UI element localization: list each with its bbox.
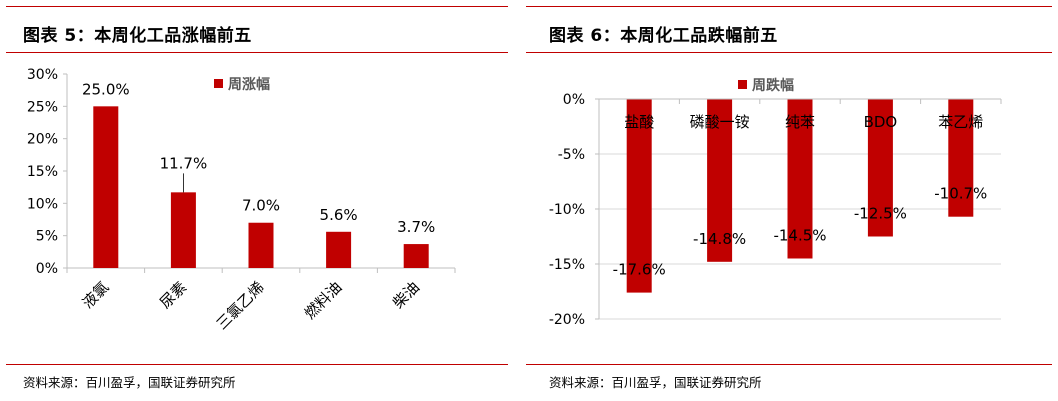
bar bbox=[248, 222, 274, 268]
y-tick-label: 0% bbox=[36, 261, 58, 277]
data-label: -17.6% bbox=[613, 261, 666, 279]
bar bbox=[403, 244, 429, 268]
x-category-label: 三氯乙烯 bbox=[213, 278, 268, 333]
bar bbox=[326, 231, 352, 268]
data-label: -12.5% bbox=[854, 205, 907, 223]
y-tick-label: -15% bbox=[549, 257, 585, 273]
chart-panel-rise: 图表 5：本周化工品涨幅前五 30% 25% 20% 15% 10% 5% 0% 25.0% 液… bbox=[0, 0, 508, 401]
bar bbox=[867, 99, 893, 237]
x-category-label: 纯苯 bbox=[785, 113, 815, 131]
rise-chart-svg: 30% 25% 20% 15% 10% 5% 0% 25.0% 液氯 11.7% 尿素 7.0% 三氯乙… bbox=[27, 67, 456, 333]
legend-swatch bbox=[214, 79, 223, 88]
legend-label: 周涨幅 bbox=[228, 76, 270, 93]
fall-chart-svg: 0% -5% -10% -15% -20% -17.6% 盐酸 -14.8% 磷酸一铵 -14.5… bbox=[549, 77, 1002, 328]
title-rule bbox=[526, 52, 1052, 53]
y-tick-label: -5% bbox=[558, 147, 585, 163]
bar bbox=[626, 99, 652, 293]
data-label: -14.5% bbox=[773, 227, 826, 245]
bar bbox=[93, 106, 119, 268]
data-label: 25.0% bbox=[82, 80, 130, 98]
y-tick-label: 20% bbox=[27, 132, 58, 148]
y-tick-label: 10% bbox=[27, 196, 58, 212]
source-note: 资料来源：百川盈孚，国联证券研究所 bbox=[549, 375, 762, 390]
legend-swatch bbox=[738, 80, 747, 89]
y-tick-label: 30% bbox=[27, 67, 58, 83]
chart-title: 图表 6：本周化工品跌幅前五 bbox=[549, 26, 778, 46]
source-note: 资料来源：百川盈孚，国联证券研究所 bbox=[23, 375, 236, 390]
y-tick-label: -20% bbox=[549, 312, 585, 328]
data-label: -14.8% bbox=[693, 230, 746, 248]
x-category-label: 液氯 bbox=[79, 278, 113, 312]
data-label: 11.7% bbox=[160, 154, 208, 172]
x-category-label: 柴油 bbox=[389, 278, 423, 312]
chart-title: 图表 5：本周化工品涨幅前五 bbox=[23, 26, 252, 46]
y-tick-label: 25% bbox=[27, 99, 58, 115]
bar bbox=[707, 99, 733, 262]
x-category-label: 燃料油 bbox=[301, 278, 346, 323]
title-rule bbox=[6, 52, 508, 53]
bottom-rule bbox=[6, 364, 508, 365]
x-category-label: 苯乙烯 bbox=[938, 113, 983, 131]
x-category-label: 盐酸 bbox=[624, 113, 654, 131]
y-tick-label: 0% bbox=[563, 92, 585, 108]
chart-panel-fall: 图表 6：本周化工品跌幅前五 0% -5% -10% -15% -20% -17.6% 盐酸… bbox=[526, 0, 1058, 401]
y-tick-label: -10% bbox=[549, 202, 585, 218]
x-category-label: 磷酸一铵 bbox=[690, 113, 750, 131]
x-category-label: 尿素 bbox=[156, 278, 190, 312]
y-tick-label: 15% bbox=[27, 164, 58, 180]
bar bbox=[948, 99, 974, 217]
bar bbox=[170, 192, 196, 268]
top-rule bbox=[6, 6, 508, 7]
legend-label: 周跌幅 bbox=[752, 77, 794, 94]
data-label: 5.6% bbox=[320, 206, 358, 224]
data-label: -10.7% bbox=[934, 185, 987, 203]
data-label: 7.0% bbox=[242, 197, 280, 215]
top-rule bbox=[526, 6, 1052, 7]
data-label: 3.7% bbox=[397, 218, 435, 236]
bar bbox=[787, 99, 813, 259]
x-category-label: BDO bbox=[864, 113, 898, 131]
y-tick-label: 5% bbox=[36, 229, 58, 245]
bottom-rule bbox=[526, 364, 1052, 365]
